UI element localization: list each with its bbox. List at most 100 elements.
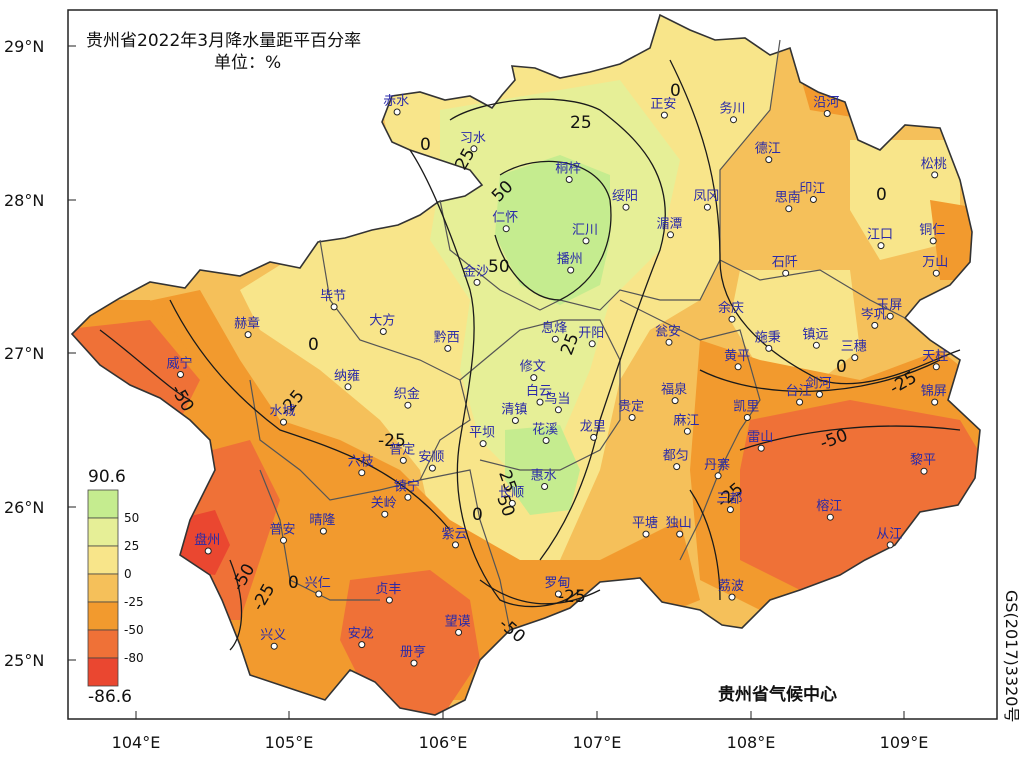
station-label: 播州 bbox=[557, 252, 583, 267]
station: 修文 bbox=[520, 360, 546, 382]
lon-tick-label: 105°E bbox=[265, 733, 314, 752]
contour-lines bbox=[99, 59, 961, 651]
station: 三穗 bbox=[841, 340, 867, 362]
lon-tick-label: 106°E bbox=[419, 733, 468, 752]
credit-label: 贵州省气候中心 bbox=[718, 684, 837, 705]
station: 罗甸 bbox=[544, 576, 570, 598]
station: 贞丰 bbox=[375, 582, 401, 604]
station-marker bbox=[582, 237, 590, 245]
station: 福泉 bbox=[661, 382, 687, 405]
station-marker bbox=[588, 340, 596, 348]
station: 正安 bbox=[650, 97, 676, 119]
station-marker bbox=[280, 418, 287, 426]
lat-tick-label: 28°N bbox=[4, 191, 44, 210]
contour-line-minus50 bbox=[99, 329, 191, 401]
station-marker bbox=[730, 116, 737, 124]
legend-swatch bbox=[87, 489, 119, 519]
station: 凤冈 bbox=[693, 189, 719, 211]
station-marker bbox=[444, 344, 452, 352]
province-boundary bbox=[70, 13, 981, 716]
station: 汇川 bbox=[572, 223, 598, 245]
station: 桐梓 bbox=[555, 162, 581, 183]
station: 威宁 bbox=[167, 356, 193, 378]
station-label: 雷山 bbox=[747, 430, 773, 445]
contour-line-0 bbox=[409, 149, 581, 608]
station-marker bbox=[567, 266, 575, 274]
station-marker bbox=[358, 469, 366, 477]
station-label: 长顺 bbox=[498, 485, 524, 500]
station-label: 兴仁 bbox=[305, 576, 331, 591]
station-label: 丹寨 bbox=[704, 457, 730, 473]
station: 大方 bbox=[369, 313, 395, 335]
station: 金沙 bbox=[463, 263, 489, 286]
longitude-axis: 104°E 105°E 106°E 107°E 108°E 109°E bbox=[112, 711, 928, 752]
legend-label: 50 bbox=[124, 511, 139, 525]
station: 榕江 bbox=[816, 499, 842, 521]
station-label: 万山 bbox=[922, 255, 948, 270]
station: 锦屏 bbox=[921, 384, 947, 406]
station-label: 独山 bbox=[666, 516, 692, 531]
station-marker bbox=[877, 242, 885, 250]
station: 德江 bbox=[755, 142, 781, 164]
station-label: 金沙 bbox=[463, 263, 489, 279]
station-label: 沿河 bbox=[813, 96, 839, 111]
station: 赤水 bbox=[383, 94, 409, 116]
contour-line-0 bbox=[669, 59, 961, 385]
station-marker bbox=[920, 467, 928, 475]
station: 都匀 bbox=[663, 449, 689, 471]
station-label: 望谟 bbox=[445, 613, 471, 629]
station-marker bbox=[931, 398, 939, 406]
station-marker bbox=[344, 383, 352, 391]
station-label: 习水 bbox=[460, 131, 486, 146]
legend-label: -25 bbox=[124, 595, 144, 609]
station-marker bbox=[381, 510, 389, 518]
station-marker bbox=[358, 641, 366, 649]
station-label: 荔波 bbox=[718, 579, 744, 594]
station: 沿河 bbox=[813, 96, 839, 117]
station-label: 紫云 bbox=[442, 527, 468, 542]
station-label: 威宁 bbox=[167, 356, 193, 372]
station-label: 惠水 bbox=[531, 469, 557, 484]
station-label: 绥阳 bbox=[612, 189, 638, 204]
station: 乌当 bbox=[544, 391, 570, 414]
station-label: 务川 bbox=[720, 101, 746, 117]
station-marker bbox=[667, 231, 674, 239]
fill-0-to-25 bbox=[730, 270, 860, 380]
tongren-boundary bbox=[719, 259, 906, 319]
station: 天柱 bbox=[922, 349, 948, 371]
station-marker bbox=[177, 371, 184, 378]
station-marker bbox=[743, 414, 751, 421]
station-label: 晴隆 bbox=[309, 513, 335, 528]
station-marker bbox=[932, 363, 940, 371]
station: 赫章 bbox=[234, 316, 260, 339]
station-marker bbox=[628, 414, 636, 421]
station-label: 镇远 bbox=[802, 327, 828, 342]
station-marker bbox=[270, 642, 278, 650]
station-marker bbox=[379, 328, 387, 335]
station-marker bbox=[455, 628, 463, 636]
legend-swatch bbox=[87, 657, 119, 687]
legend-swatch bbox=[87, 601, 119, 631]
station-marker bbox=[530, 374, 538, 382]
latitude-axis: 29°N 28°N 27°N 26°N 25°N bbox=[4, 37, 76, 670]
station-marker bbox=[452, 541, 459, 549]
station-label: 黔西 bbox=[434, 330, 460, 345]
legend-bins: 50 25 0 -25 -50 -80 bbox=[87, 489, 144, 687]
contour-label: 0 bbox=[876, 185, 887, 205]
station-marker bbox=[665, 338, 673, 346]
station-marker bbox=[714, 472, 722, 480]
station-label: 仁怀 bbox=[492, 211, 518, 226]
station-label: 从江 bbox=[876, 527, 902, 542]
guiyang-boundary bbox=[459, 319, 621, 471]
station: 麻江 bbox=[673, 413, 699, 435]
zunyi-boundary bbox=[439, 39, 781, 311]
station-marker bbox=[785, 205, 793, 213]
legend-swatch bbox=[87, 517, 119, 547]
station: 兴仁 bbox=[305, 576, 331, 598]
legend-label: -50 bbox=[124, 623, 144, 637]
station-label: 普定 bbox=[389, 442, 415, 457]
station: 黎平 bbox=[910, 453, 936, 475]
station: 毕节 bbox=[320, 289, 346, 311]
station-marker bbox=[404, 401, 412, 409]
qiannan-boundary bbox=[619, 299, 761, 561]
